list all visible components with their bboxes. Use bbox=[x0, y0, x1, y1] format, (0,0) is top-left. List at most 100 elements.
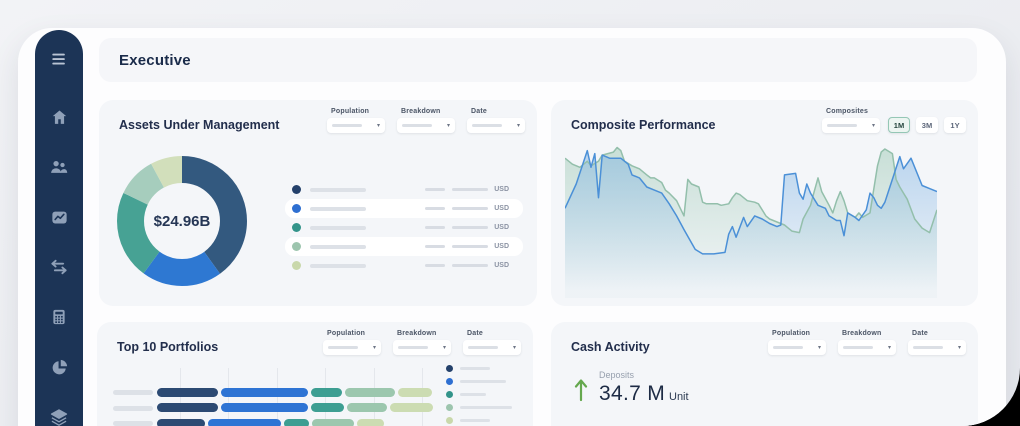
cash-filters: Population ▾ Breakdown ▾ Date ▾ bbox=[768, 330, 966, 355]
filter-label: Date bbox=[912, 330, 928, 337]
placeholder-bar bbox=[827, 124, 857, 127]
filter-label: Population bbox=[327, 330, 366, 337]
placeholder-bar bbox=[468, 346, 498, 349]
sidebar bbox=[35, 30, 83, 426]
filter-select-population[interactable]: ▾ bbox=[323, 340, 381, 355]
chevron-down-icon: ▾ bbox=[957, 344, 961, 351]
filter-label: Population bbox=[772, 330, 811, 337]
filter-label: Date bbox=[471, 108, 487, 115]
currency-label: USD bbox=[494, 205, 509, 212]
bar-segment[interactable] bbox=[312, 418, 354, 426]
placeholder-bar bbox=[310, 206, 366, 211]
bar-segment[interactable] bbox=[221, 387, 308, 397]
chevron-down-icon: ▾ bbox=[372, 344, 376, 351]
filter-select-population[interactable]: ▾ bbox=[768, 340, 826, 355]
composite-card: Composite Performance Composites ▾ 1M 3M 1Y bbox=[551, 100, 978, 306]
cash-card: Cash Activity Population ▾ Breakdown ▾ Date ▾… bbox=[551, 322, 978, 426]
home-icon[interactable] bbox=[48, 106, 70, 128]
bar-segment[interactable] bbox=[221, 403, 308, 412]
filter-label: Breakdown bbox=[401, 108, 441, 115]
bar-segment[interactable] bbox=[284, 418, 309, 426]
range-buttons: 1M 3M 1Y bbox=[888, 117, 966, 133]
placeholder-bar bbox=[425, 226, 446, 229]
composite-controls: Composites ▾ 1M 3M 1Y bbox=[822, 108, 966, 133]
aum-legend-row: USD bbox=[285, 199, 523, 218]
placeholder-bar bbox=[425, 245, 446, 248]
placeholder-bar bbox=[773, 346, 803, 349]
aum-legend-row: USD bbox=[285, 180, 523, 199]
chevron-down-icon: ▾ bbox=[817, 344, 821, 351]
transfers-icon[interactable] bbox=[48, 256, 70, 278]
deposits-kpi: Deposits 34.7 M Unit bbox=[573, 370, 689, 406]
filter-date: Date ▾ bbox=[463, 330, 521, 355]
gridline bbox=[374, 368, 375, 426]
performance-icon[interactable] bbox=[48, 206, 70, 228]
filter-select-date[interactable]: ▾ bbox=[463, 340, 521, 355]
range-button-1y[interactable]: 1Y bbox=[944, 117, 966, 133]
filter-population: Population ▾ bbox=[323, 330, 381, 355]
currency-label: USD bbox=[494, 262, 509, 269]
bar-segment[interactable] bbox=[345, 387, 395, 397]
menu-icon[interactable] bbox=[48, 48, 70, 70]
bar-row bbox=[157, 403, 433, 412]
placeholder-bar bbox=[843, 346, 873, 349]
filter-select-date[interactable]: ▾ bbox=[467, 118, 525, 133]
row-label-placeholder bbox=[113, 390, 153, 395]
deposits-unit: Unit bbox=[669, 391, 689, 403]
chevron-down-icon: ▾ bbox=[512, 344, 516, 351]
filter-label: Breakdown bbox=[397, 330, 437, 337]
filter-select-breakdown[interactable]: ▾ bbox=[397, 118, 455, 133]
placeholder-bar bbox=[425, 207, 446, 210]
currency-label: USD bbox=[494, 243, 509, 250]
filter-label: Date bbox=[467, 330, 483, 337]
placeholder-bar bbox=[460, 406, 512, 409]
placeholder-bar bbox=[310, 187, 366, 192]
aum-filters: Population ▾ Breakdown ▾ Date ▾ bbox=[327, 108, 525, 133]
page-title: Executive bbox=[119, 51, 191, 69]
placeholder-bar bbox=[425, 264, 446, 267]
chevron-down-icon: ▾ bbox=[446, 122, 450, 129]
range-button-3m[interactable]: 3M bbox=[916, 117, 938, 133]
aum-donut-chart: $24.96B bbox=[117, 156, 247, 286]
legend-dot bbox=[292, 223, 301, 232]
placeholder-bar bbox=[310, 244, 366, 249]
allocation-icon[interactable] bbox=[48, 356, 70, 378]
top10-card-title: Top 10 Portfolios bbox=[117, 340, 219, 354]
bar-segment[interactable] bbox=[398, 387, 432, 397]
row-label-placeholder bbox=[113, 421, 153, 426]
bar-segment[interactable] bbox=[311, 387, 342, 397]
filter-select-breakdown[interactable]: ▾ bbox=[393, 340, 451, 355]
placeholder-bar bbox=[328, 346, 358, 349]
filter-select-date[interactable]: ▾ bbox=[908, 340, 966, 355]
filter-select-population[interactable]: ▾ bbox=[327, 118, 385, 133]
placeholder-bar bbox=[460, 419, 490, 422]
clients-icon[interactable] bbox=[48, 156, 70, 178]
aum-legend-row: USD bbox=[285, 237, 523, 256]
bar-segment[interactable] bbox=[208, 418, 281, 426]
filter-select-breakdown[interactable]: ▾ bbox=[838, 340, 896, 355]
bar-segment[interactable] bbox=[390, 403, 433, 412]
bar-segment[interactable] bbox=[357, 418, 384, 426]
legend-dot bbox=[446, 391, 453, 398]
placeholder-bar bbox=[472, 124, 502, 127]
aum-legend-row: USD bbox=[285, 218, 523, 237]
donut-segment-2 bbox=[117, 156, 247, 286]
layers-icon[interactable] bbox=[48, 406, 70, 426]
bar-segment[interactable] bbox=[157, 418, 205, 426]
range-button-1m[interactable]: 1M bbox=[888, 117, 910, 133]
filter-composites: Composites ▾ bbox=[822, 108, 880, 133]
composite-blue-line bbox=[565, 149, 937, 255]
currency-label: USD bbox=[494, 186, 509, 193]
bar-segment[interactable] bbox=[157, 403, 218, 412]
donut-segment-1 bbox=[117, 156, 247, 286]
filter-select-composites[interactable]: ▾ bbox=[822, 118, 880, 133]
gridline bbox=[325, 368, 326, 426]
calculator-icon[interactable] bbox=[48, 306, 70, 328]
filter-date: Date ▾ bbox=[908, 330, 966, 355]
bar-segment[interactable] bbox=[157, 387, 218, 397]
filter-date: Date ▾ bbox=[467, 108, 525, 133]
bar-segment[interactable] bbox=[311, 403, 344, 412]
bar-segment[interactable] bbox=[347, 403, 387, 412]
filter-population: Population ▾ bbox=[327, 108, 385, 133]
